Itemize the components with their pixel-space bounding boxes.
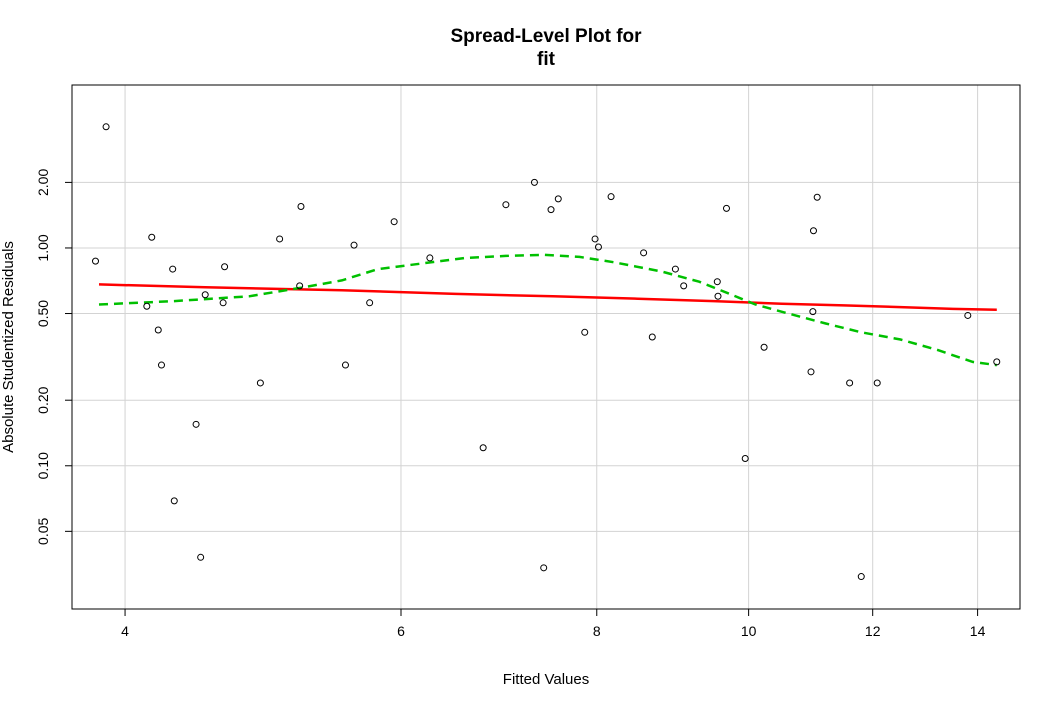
data-point	[102, 123, 110, 131]
x-axis-label: Fitted Values	[503, 671, 589, 688]
data-point	[154, 326, 162, 334]
data-point	[148, 233, 156, 241]
data-point	[680, 282, 688, 290]
y-tick-label: 0.05	[35, 518, 51, 545]
x-tick-label: 8	[593, 623, 601, 639]
data-point	[554, 195, 562, 203]
data-point	[341, 361, 349, 369]
data-point	[993, 358, 1001, 366]
data-point	[297, 203, 305, 211]
data-point	[201, 291, 209, 299]
data-point	[648, 333, 656, 341]
y-tick-label: 1.00	[35, 234, 51, 261]
data-point	[169, 265, 177, 273]
data-point	[92, 257, 100, 265]
points-layer	[92, 123, 1001, 581]
data-point	[607, 193, 615, 201]
axes: 4 6 8 10 12 14 0.05 0.10 0.20 0.50 1.00 2.00	[35, 169, 986, 639]
data-point	[591, 235, 599, 243]
data-point	[192, 420, 200, 428]
data-point	[170, 497, 178, 505]
data-point	[530, 178, 538, 186]
data-point	[502, 201, 510, 209]
data-point	[256, 379, 264, 387]
data-point	[809, 308, 817, 316]
data-point	[221, 263, 229, 271]
data-point	[197, 553, 205, 561]
data-point	[671, 265, 679, 273]
data-point	[813, 193, 821, 201]
x-tick-label: 10	[741, 623, 757, 639]
y-tick-label: 0.50	[35, 300, 51, 327]
data-point	[479, 444, 487, 452]
data-point	[276, 235, 284, 243]
y-axis-label: Absolute Studentized Residuals	[0, 241, 17, 453]
data-point	[873, 379, 881, 387]
y-tick-label: 2.00	[35, 169, 51, 196]
data-point	[350, 241, 358, 249]
data-point	[219, 299, 227, 307]
series-layer	[98, 253, 997, 367]
smoothed-trend-line	[98, 253, 997, 367]
data-point	[540, 564, 548, 572]
data-point	[741, 454, 749, 462]
data-point	[594, 243, 602, 251]
data-point	[366, 299, 374, 307]
y-tick-label: 0.10	[35, 452, 51, 479]
chart-title: Spread-Level Plot for	[450, 26, 642, 47]
plot-frame	[71, 84, 1021, 610]
data-point	[157, 361, 165, 369]
data-point	[760, 343, 768, 351]
x-tick-label: 12	[865, 623, 881, 639]
data-point	[714, 292, 722, 300]
data-point	[390, 218, 398, 226]
data-point	[809, 227, 817, 235]
data-point	[722, 204, 730, 212]
x-tick-label: 6	[397, 623, 405, 639]
data-point	[857, 573, 865, 581]
data-point	[547, 206, 555, 214]
data-point	[846, 379, 854, 387]
chart-subtitle: fit	[537, 49, 556, 70]
data-point	[640, 249, 648, 257]
data-point	[964, 311, 972, 319]
x-tick-label: 14	[970, 623, 986, 639]
data-point	[807, 368, 815, 376]
x-tick-label: 4	[121, 623, 129, 639]
data-point	[296, 282, 304, 290]
y-tick-label: 0.20	[35, 386, 51, 413]
data-point	[713, 278, 721, 286]
data-point	[143, 302, 151, 310]
grid	[72, 85, 1020, 609]
fitted-level-line	[98, 283, 997, 312]
data-point	[426, 254, 434, 262]
data-point	[581, 328, 589, 336]
